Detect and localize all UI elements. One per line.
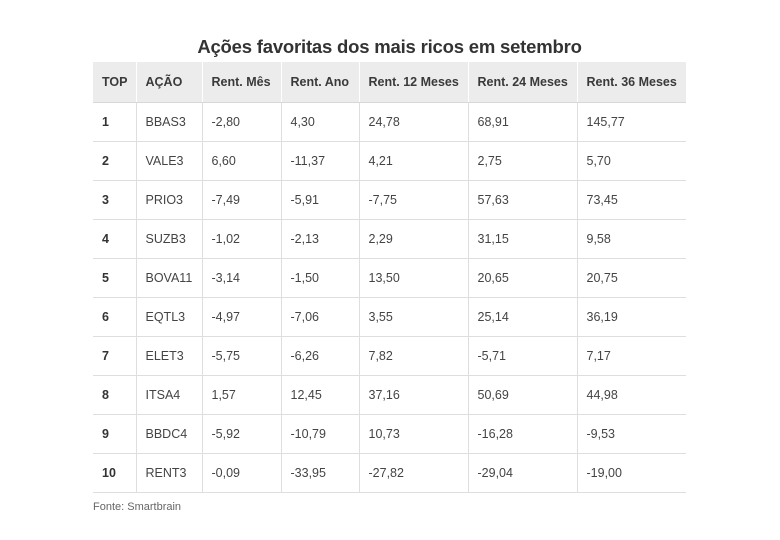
cell-ticker: VALE3 (136, 141, 203, 181)
cell-rent-ano: 12,45 (281, 375, 360, 415)
table-title: Ações favoritas dos mais ricos em setemb… (197, 36, 582, 57)
cell-ticker: RENT3 (136, 453, 203, 493)
table-header-row: TOP AÇÃO Rent. Mês Rent. Ano Rent. 12 Me… (93, 62, 686, 103)
cell-rent-24-meses: 25,14 (468, 297, 578, 337)
cell-rent-12-meses: 24,78 (359, 102, 469, 142)
cell-rent-ano: 4,30 (281, 102, 360, 142)
cell-rent-24-meses: 2,75 (468, 141, 578, 181)
cell-rent-36-meses: 145,77 (577, 102, 686, 142)
cell-rank: 5 (93, 258, 137, 298)
stocks-table: TOP AÇÃO Rent. Mês Rent. Ano Rent. 12 Me… (93, 62, 686, 493)
cell-rent-mes: 6,60 (202, 141, 282, 181)
cell-rent-mes: -1,02 (202, 219, 282, 259)
cell-rank: 9 (93, 414, 137, 454)
table-row: 5 BOVA11 -3,14 -1,50 13,50 20,65 20,75 (93, 258, 686, 298)
cell-rent-24-meses: -29,04 (468, 453, 578, 493)
cell-rent-12-meses: 2,29 (359, 219, 469, 259)
cell-rank: 8 (93, 375, 137, 415)
cell-rent-36-meses: -9,53 (577, 414, 686, 454)
cell-ticker: BBAS3 (136, 102, 203, 142)
cell-rent-mes: -4,97 (202, 297, 282, 337)
cell-rent-mes: -2,80 (202, 102, 282, 142)
cell-rent-24-meses: -16,28 (468, 414, 578, 454)
source-note: Fonte: Smartbrain (93, 501, 182, 513)
cell-rent-12-meses: 7,82 (359, 336, 469, 376)
cell-rent-mes: 1,57 (202, 375, 282, 415)
cell-rent-24-meses: 50,69 (468, 375, 578, 415)
cell-rent-36-meses: 36,19 (577, 297, 686, 337)
cell-rent-ano: -5,91 (281, 180, 360, 220)
cell-rent-mes: -5,92 (202, 414, 282, 454)
cell-ticker: BBDC4 (136, 414, 203, 454)
header-rent-mes: Rent. Mês (202, 62, 282, 103)
table-row: 10 RENT3 -0,09 -33,95 -27,82 -29,04 -19,00 (93, 453, 686, 493)
cell-ticker: EQTL3 (136, 297, 203, 337)
table-row: 8 ITSA4 1,57 12,45 37,16 50,69 44,98 (93, 375, 686, 415)
table-body: 1 BBAS3 -2,80 4,30 24,78 68,91 145,77 2 VALE3 6,6… (93, 102, 686, 493)
cell-rent-mes: -5,75 (202, 336, 282, 376)
cell-rent-36-meses: 9,58 (577, 219, 686, 259)
header-top: TOP (93, 62, 137, 103)
cell-rank: 1 (93, 102, 137, 142)
cell-rent-12-meses: -27,82 (359, 453, 469, 493)
cell-rent-ano: -2,13 (281, 219, 360, 259)
cell-ticker: SUZB3 (136, 219, 203, 259)
cell-rent-12-meses: 37,16 (359, 375, 469, 415)
cell-ticker: PRIO3 (136, 180, 203, 220)
cell-rent-36-meses: 20,75 (577, 258, 686, 298)
table-row: 7 ELET3 -5,75 -6,26 7,82 -5,71 7,17 (93, 336, 686, 376)
header-rent-12-meses: Rent. 12 Meses (359, 62, 469, 103)
cell-rent-12-meses: 4,21 (359, 141, 469, 181)
cell-ticker: BOVA11 (136, 258, 203, 298)
cell-rent-ano: -10,79 (281, 414, 360, 454)
header-rent-24-meses: Rent. 24 Meses (468, 62, 578, 103)
table-row: 9 BBDC4 -5,92 -10,79 10,73 -16,28 -9,53 (93, 414, 686, 454)
cell-rent-24-meses: 31,15 (468, 219, 578, 259)
header-rent-36-meses: Rent. 36 Meses (577, 62, 686, 103)
cell-rent-12-meses: 13,50 (359, 258, 469, 298)
cell-rent-ano: -33,95 (281, 453, 360, 493)
cell-rank: 10 (93, 453, 137, 493)
cell-rent-mes: -0,09 (202, 453, 282, 493)
cell-rent-24-meses: -5,71 (468, 336, 578, 376)
cell-rent-24-meses: 20,65 (468, 258, 578, 298)
cell-rent-ano: -1,50 (281, 258, 360, 298)
cell-rent-24-meses: 57,63 (468, 180, 578, 220)
cell-rent-ano: -7,06 (281, 297, 360, 337)
table-row: 4 SUZB3 -1,02 -2,13 2,29 31,15 9,58 (93, 219, 686, 259)
header-acao: AÇÃO (136, 62, 203, 103)
cell-rent-36-meses: -19,00 (577, 453, 686, 493)
cell-ticker: ELET3 (136, 336, 203, 376)
table-row: 3 PRIO3 -7,49 -5,91 -7,75 57,63 73,45 (93, 180, 686, 220)
cell-rank: 3 (93, 180, 137, 220)
cell-rent-24-meses: 68,91 (468, 102, 578, 142)
cell-rank: 6 (93, 297, 137, 337)
cell-rent-36-meses: 7,17 (577, 336, 686, 376)
cell-rent-ano: -11,37 (281, 141, 360, 181)
cell-rent-mes: -7,49 (202, 180, 282, 220)
cell-rank: 2 (93, 141, 137, 181)
cell-rent-36-meses: 73,45 (577, 180, 686, 220)
cell-rent-36-meses: 5,70 (577, 141, 686, 181)
cell-ticker: ITSA4 (136, 375, 203, 415)
cell-rent-12-meses: -7,75 (359, 180, 469, 220)
cell-rank: 4 (93, 219, 137, 259)
cell-rent-36-meses: 44,98 (577, 375, 686, 415)
cell-rent-12-meses: 3,55 (359, 297, 469, 337)
cell-rent-12-meses: 10,73 (359, 414, 469, 454)
header-rent-ano: Rent. Ano (281, 62, 360, 103)
table-row: 6 EQTL3 -4,97 -7,06 3,55 25,14 36,19 (93, 297, 686, 337)
table-row: 1 BBAS3 -2,80 4,30 24,78 68,91 145,77 (93, 102, 686, 142)
cell-rent-ano: -6,26 (281, 336, 360, 376)
cell-rent-mes: -3,14 (202, 258, 282, 298)
table-row: 2 VALE3 6,60 -11,37 4,21 2,75 5,70 (93, 141, 686, 181)
cell-rank: 7 (93, 336, 137, 376)
